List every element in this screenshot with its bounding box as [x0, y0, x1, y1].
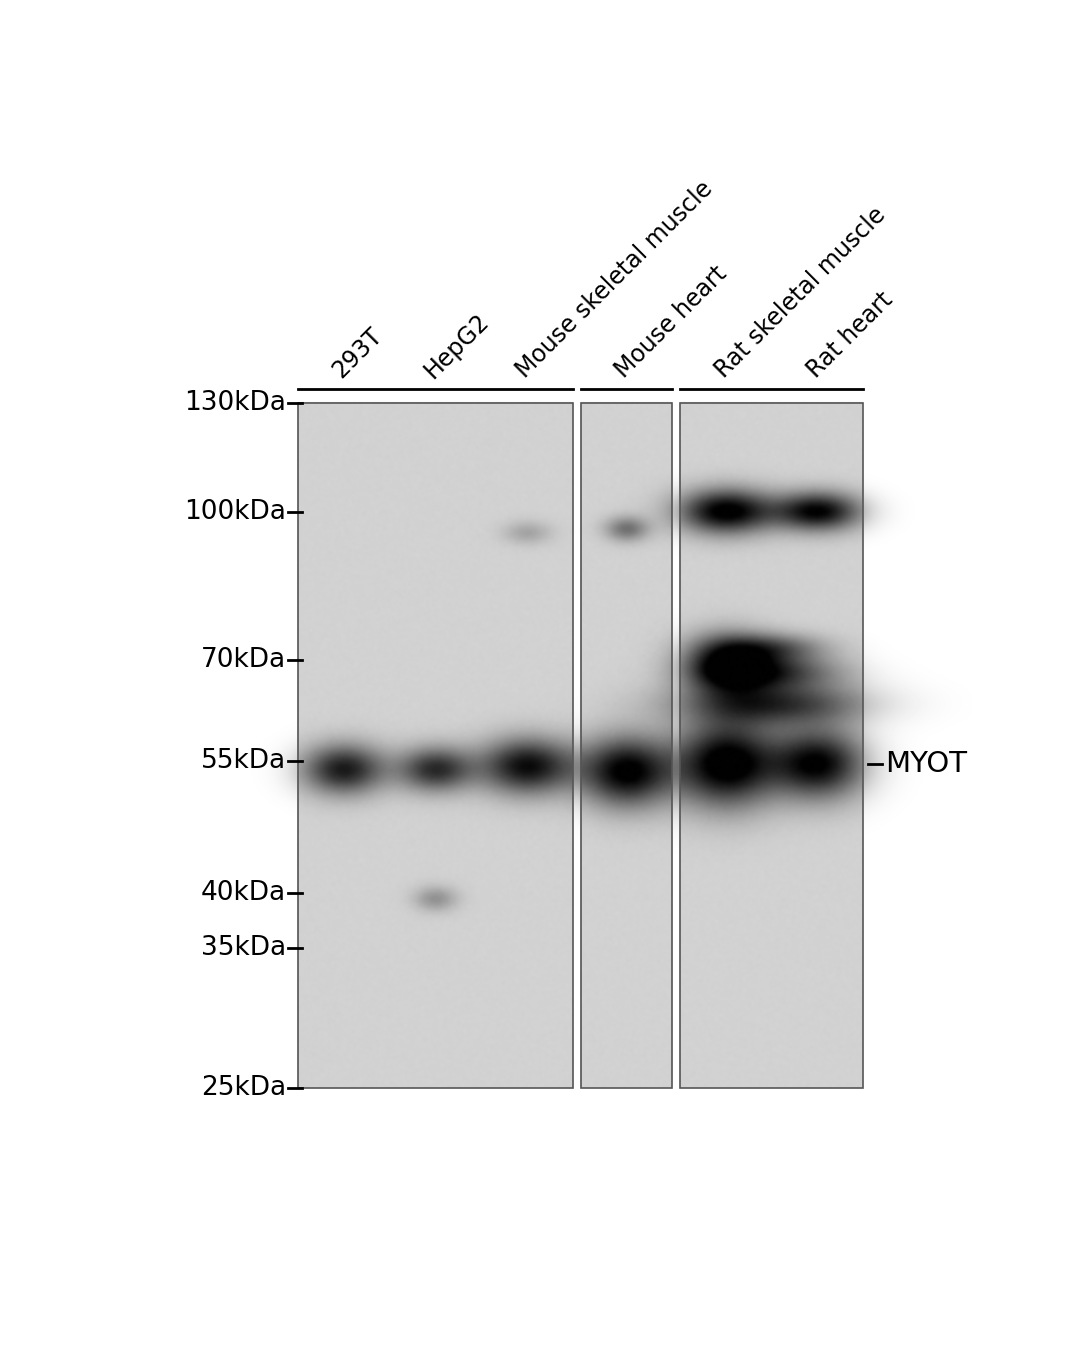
Text: Mouse heart: Mouse heart — [611, 261, 732, 383]
Text: 35kDa: 35kDa — [201, 935, 286, 961]
Text: Mouse skeletal muscle: Mouse skeletal muscle — [512, 177, 717, 383]
Bar — [298, 402, 572, 1088]
Text: Rat heart: Rat heart — [802, 287, 897, 383]
Text: 70kDa: 70kDa — [201, 648, 286, 674]
Text: 40kDa: 40kDa — [201, 880, 286, 906]
Text: 100kDa: 100kDa — [185, 500, 286, 526]
Text: HepG2: HepG2 — [420, 309, 494, 383]
Text: 293T: 293T — [328, 324, 388, 383]
Bar — [680, 402, 864, 1088]
Text: 130kDa: 130kDa — [185, 390, 286, 416]
Bar — [581, 402, 673, 1088]
Text: 55kDa: 55kDa — [201, 747, 286, 773]
Text: MYOT: MYOT — [886, 750, 968, 779]
Bar — [680, 402, 864, 1088]
Text: 25kDa: 25kDa — [201, 1075, 286, 1101]
Bar — [581, 402, 673, 1088]
Text: Rat skeletal muscle: Rat skeletal muscle — [711, 203, 890, 383]
Bar — [298, 402, 572, 1088]
